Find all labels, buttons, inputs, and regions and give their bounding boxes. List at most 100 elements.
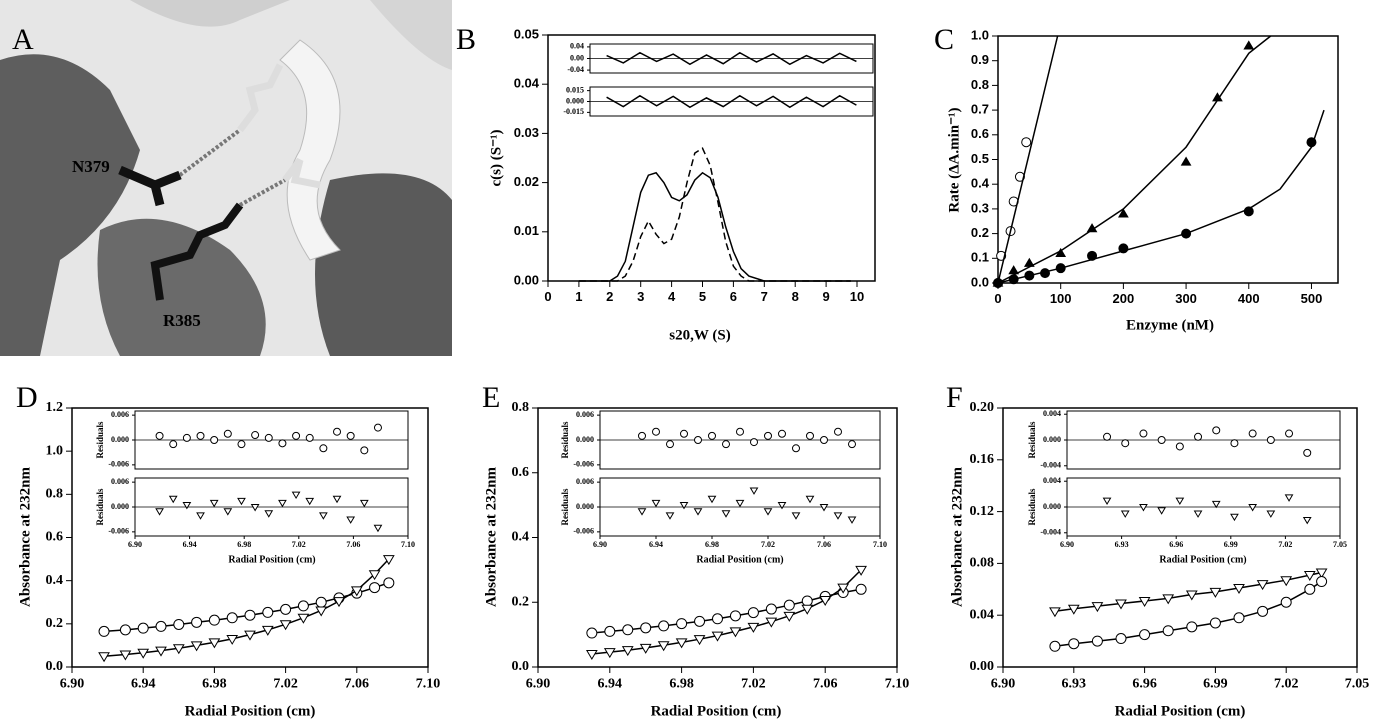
marker xyxy=(1233,584,1245,594)
marker xyxy=(637,508,647,516)
marker xyxy=(1115,599,1127,610)
y-tick-label: 0.02 xyxy=(514,174,539,189)
y-tick-label: 0.8 xyxy=(46,487,64,502)
marker xyxy=(182,501,192,510)
marker xyxy=(1302,516,1312,525)
y-tick-label: 0.006 xyxy=(576,410,594,419)
marker xyxy=(586,627,598,639)
y-tick-label: 0.006 xyxy=(576,477,594,486)
marker xyxy=(1209,617,1221,629)
x-tick-label: 6.94 xyxy=(183,540,197,549)
marker xyxy=(1303,571,1316,582)
marker xyxy=(155,620,167,632)
x-tick-label: 0 xyxy=(994,291,1001,306)
y-tick-label: 0.7 xyxy=(971,102,989,117)
marker xyxy=(1139,504,1148,512)
marker xyxy=(1162,594,1175,605)
marker xyxy=(1139,429,1148,438)
marker xyxy=(261,625,274,636)
x-tick-label: 7.05 xyxy=(1333,540,1347,549)
x-tick-label: 6.90 xyxy=(593,540,607,549)
marker xyxy=(806,431,814,440)
residue-stick xyxy=(118,165,182,207)
y-tick-label: 0.000 xyxy=(576,435,594,444)
marker xyxy=(1316,576,1328,588)
marker xyxy=(319,444,328,453)
y-tick-label: 1.0 xyxy=(46,443,64,458)
marker xyxy=(346,516,356,524)
marker xyxy=(749,487,759,495)
marker xyxy=(604,625,616,637)
x-tick-label: 6.96 xyxy=(1132,676,1157,691)
x-tick-label: 8 xyxy=(792,289,799,304)
marker xyxy=(1209,587,1222,598)
x-tick-label: 5 xyxy=(699,289,706,304)
marker xyxy=(119,650,132,661)
y-tick-label: 0.4 xyxy=(46,573,64,588)
marker xyxy=(801,595,813,607)
x-tick-label: 6.98 xyxy=(202,676,227,691)
series-line xyxy=(591,588,862,634)
x-tick-label: 7 xyxy=(761,289,768,304)
x-tick-label: 9 xyxy=(822,289,829,304)
x-tick-label: 7.06 xyxy=(813,676,838,691)
marker xyxy=(777,501,787,510)
marker xyxy=(693,635,706,646)
series-line xyxy=(591,569,862,655)
marker xyxy=(373,423,382,432)
marker xyxy=(1211,500,1221,509)
marker xyxy=(297,613,310,624)
y-tick-label: 0.04 xyxy=(570,42,584,51)
marker xyxy=(1257,605,1269,617)
marker xyxy=(783,599,795,611)
marker xyxy=(350,586,363,597)
y-tick-label: 0.6 xyxy=(971,126,989,141)
marker xyxy=(722,440,730,449)
ribbon xyxy=(97,218,266,356)
y-tick-label: -0.004 xyxy=(1040,461,1061,470)
x-tick-label: 7.06 xyxy=(345,676,370,691)
marker xyxy=(694,436,702,444)
x-tick-label: 6.93 xyxy=(1062,676,1087,691)
marker xyxy=(651,499,661,508)
marker xyxy=(292,431,301,440)
x-tick-label: 6.94 xyxy=(649,540,663,549)
y-tick-label: 0.2 xyxy=(971,225,989,240)
y-tick-label: 0.2 xyxy=(46,616,64,631)
marker xyxy=(855,565,867,576)
marker xyxy=(621,646,634,657)
marker xyxy=(729,610,741,622)
marker xyxy=(244,609,256,621)
marker xyxy=(383,577,395,589)
marker xyxy=(1194,432,1203,441)
residue-label: R385 xyxy=(163,311,201,330)
marker xyxy=(119,624,131,636)
x-tick-label: 7.05 xyxy=(1345,676,1370,691)
marker xyxy=(250,504,260,512)
marker xyxy=(1315,568,1328,579)
x-tick-label: 7.10 xyxy=(416,676,441,691)
x-tick-label: 6.90 xyxy=(60,676,85,691)
y-tick-label: 0.000 xyxy=(111,435,129,444)
marker xyxy=(182,433,191,442)
panel-label: F xyxy=(946,381,963,414)
x-tick-label: 6.96 xyxy=(1169,540,1183,549)
marker xyxy=(783,611,796,622)
marker xyxy=(640,622,652,634)
y-tick-label: 0.03 xyxy=(514,125,539,140)
marker xyxy=(359,499,369,508)
residue-stick xyxy=(237,63,321,189)
marker xyxy=(1185,590,1198,601)
x-tick-label: 400 xyxy=(1238,291,1260,306)
x-tick-label: 300 xyxy=(1175,291,1197,306)
y-tick-label: -0.04 xyxy=(567,65,584,74)
x-tick-label: 500 xyxy=(1301,291,1323,306)
panel-label: E xyxy=(482,381,500,414)
marker xyxy=(262,606,274,618)
marker xyxy=(676,618,688,630)
marker xyxy=(622,624,634,636)
marker xyxy=(1091,602,1104,613)
x-tick-label: 200 xyxy=(1113,291,1135,306)
inset-x-label: Radial Position (cm) xyxy=(696,554,783,565)
